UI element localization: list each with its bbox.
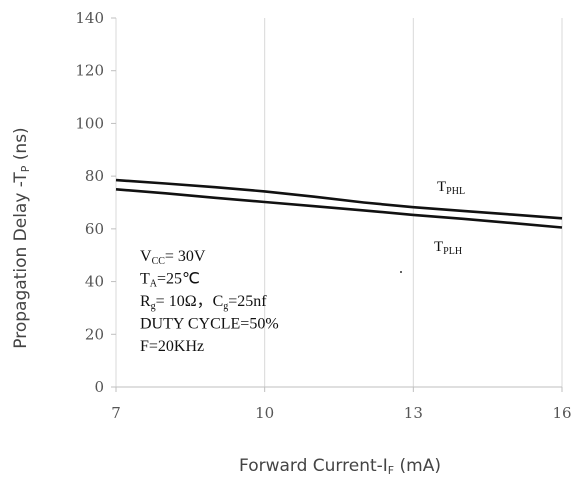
series-label-tphl: TPHL [437, 179, 465, 197]
series-line-tplh [116, 189, 562, 227]
y-tick-label: 20 [85, 325, 104, 343]
y-axis-ticks: 0 20 40 60 80 100 120 140 [75, 9, 116, 396]
condition-line: DUTY CYCLE=50% [140, 316, 279, 333]
x-axis-title: Forward Current-IF (mA) [239, 456, 441, 477]
x-tick-label: 10 [255, 404, 274, 422]
x-tick-label: 7 [111, 404, 121, 422]
x-axis-ticks: 7 10 13 16 [111, 387, 571, 422]
series-lines [116, 180, 562, 227]
y-tick-label: 60 [85, 220, 104, 238]
y-tick-label: 120 [75, 62, 104, 80]
condition-line: VCC= 30V [140, 248, 206, 267]
condition-line: TA=25℃ [140, 271, 200, 290]
test-conditions: VCC= 30V TA=25℃ Rg= 10Ω，Cg=25nf DUTY CYCLE=… [140, 248, 279, 355]
condition-line: Rg= 10Ω，Cg=25nf [140, 293, 267, 312]
y-tick-label: 100 [75, 114, 104, 132]
stray-dot [400, 271, 402, 273]
condition-line: F=20KHz [140, 338, 204, 355]
series-line-tphl [116, 180, 562, 218]
y-tick-label: 80 [85, 167, 104, 185]
x-tick-label: 16 [552, 404, 571, 422]
y-tick-label: 140 [75, 9, 104, 27]
y-tick-label: 40 [85, 273, 104, 291]
series-label-tplh: TPLH [434, 239, 462, 257]
y-tick-label: 0 [94, 378, 104, 396]
y-axis-title: Propagation Delay -TP (ns) [11, 127, 32, 348]
x-tick-label: 13 [404, 404, 423, 422]
